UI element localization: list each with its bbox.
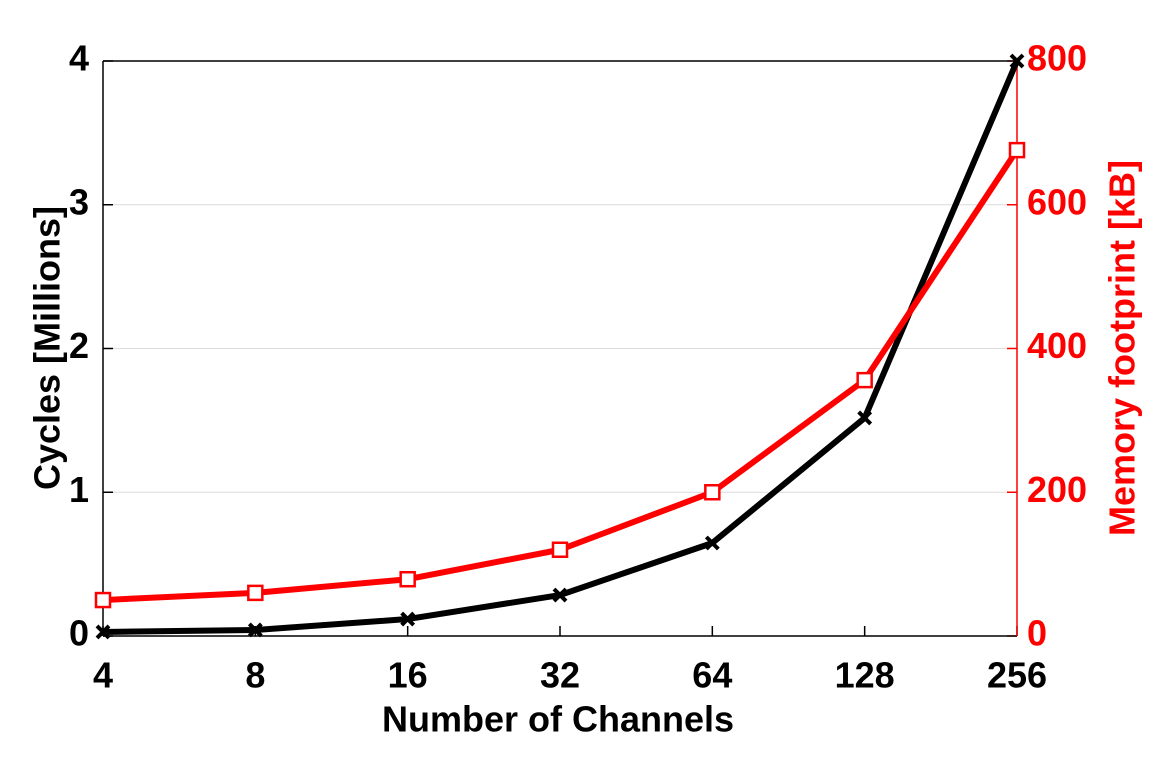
y2-tick-label: 0: [1027, 613, 1047, 654]
marker: [857, 410, 873, 426]
marker: [704, 484, 721, 501]
y-tick-label: 0: [69, 613, 89, 654]
marker: [551, 541, 569, 558]
x-tick-label: 8: [245, 655, 265, 696]
y-tick-label: 3: [69, 181, 89, 222]
marker: [1009, 53, 1025, 69]
y-tick-label: 2: [69, 325, 89, 366]
x-tick-label: 16: [388, 655, 428, 696]
marker: [400, 611, 416, 627]
marker: [94, 591, 112, 609]
marker: [1008, 141, 1026, 159]
y-axis-label: Cycles [Millions]: [27, 206, 68, 490]
x-tick-label: 4: [93, 655, 113, 696]
marker: [95, 624, 111, 640]
x-axis-label: Number of Channels: [382, 699, 734, 740]
x-tick-label: 128: [835, 655, 895, 696]
y2-tick-label: 400: [1027, 325, 1087, 366]
y2-tick-label: 800: [1027, 38, 1087, 79]
x-tick-label: 32: [540, 655, 580, 696]
marker: [247, 622, 263, 638]
y2-tick-label: 200: [1027, 469, 1087, 510]
marker: [856, 371, 873, 389]
y2-axis-label: Memory footprint [kB]: [1102, 160, 1143, 536]
marker: [704, 535, 720, 551]
y-tick-label: 1: [69, 469, 89, 510]
x-tick-label: 64: [692, 655, 732, 696]
marker: [399, 570, 416, 588]
x-tick-label: 256: [987, 655, 1047, 696]
marker: [247, 584, 264, 602]
y-tick-label: 4: [69, 38, 89, 79]
marker: [552, 587, 568, 603]
y2-tick-label: 600: [1027, 181, 1087, 222]
